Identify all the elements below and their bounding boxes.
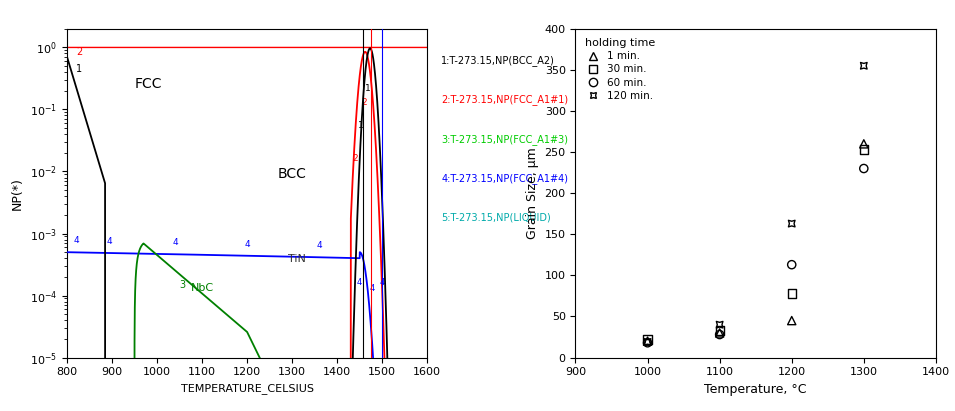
Text: NbC: NbC	[190, 283, 214, 293]
Text: 2: 2	[75, 47, 82, 57]
Point	[640, 336, 655, 343]
Point	[857, 165, 872, 172]
Point	[712, 327, 728, 334]
Y-axis label: NP(*): NP(*)	[11, 177, 24, 210]
Point	[784, 261, 799, 268]
Text: 4: 4	[244, 240, 250, 249]
Point	[640, 338, 655, 344]
Point	[712, 321, 728, 328]
Y-axis label: Grain Size, μm: Grain Size, μm	[526, 147, 539, 239]
Text: 3: 3	[180, 279, 185, 290]
Point	[712, 331, 728, 338]
Text: 4: 4	[379, 277, 385, 286]
Text: 1: 1	[75, 64, 82, 74]
Text: 2:T-273.15,NP(FCC_A1#1): 2:T-273.15,NP(FCC_A1#1)	[441, 95, 568, 106]
Point	[784, 290, 799, 297]
Text: 2: 2	[352, 154, 358, 163]
Text: 4:T-273.15,NP(FCC_A1#4): 4:T-273.15,NP(FCC_A1#4)	[441, 173, 568, 185]
Text: 4: 4	[316, 241, 322, 250]
Point	[784, 220, 799, 227]
Point	[640, 339, 655, 346]
X-axis label: Temperature, °C: Temperature, °C	[705, 383, 807, 396]
Text: 4: 4	[74, 236, 79, 245]
Point	[784, 317, 799, 324]
Point	[857, 146, 872, 153]
Text: 2: 2	[361, 97, 367, 106]
Text: 4: 4	[172, 238, 178, 247]
Text: 1: 1	[365, 84, 371, 93]
Text: TiN: TiN	[287, 254, 306, 264]
Legend: 1 min., 30 min., 60 min., 120 min.: 1 min., 30 min., 60 min., 120 min.	[581, 34, 659, 105]
Text: 5:T-273.15,NP(LIQUID): 5:T-273.15,NP(LIQUID)	[441, 213, 551, 223]
Text: 1: 1	[358, 121, 364, 130]
Text: BCC: BCC	[278, 166, 307, 180]
Text: 1:T-273.15,NP(BCC_A2): 1:T-273.15,NP(BCC_A2)	[441, 55, 555, 66]
Point	[857, 141, 872, 147]
Point	[640, 339, 655, 345]
Point	[712, 330, 728, 336]
Text: 3:T-273.15,NP(FCC_A1#3): 3:T-273.15,NP(FCC_A1#3)	[441, 134, 568, 145]
Text: 4: 4	[357, 277, 362, 286]
X-axis label: TEMPERATURE_CELSIUS: TEMPERATURE_CELSIUS	[180, 383, 313, 394]
Text: FCC: FCC	[135, 77, 161, 91]
Text: 4: 4	[107, 237, 113, 246]
Text: 4: 4	[370, 284, 375, 293]
Point	[857, 62, 872, 69]
